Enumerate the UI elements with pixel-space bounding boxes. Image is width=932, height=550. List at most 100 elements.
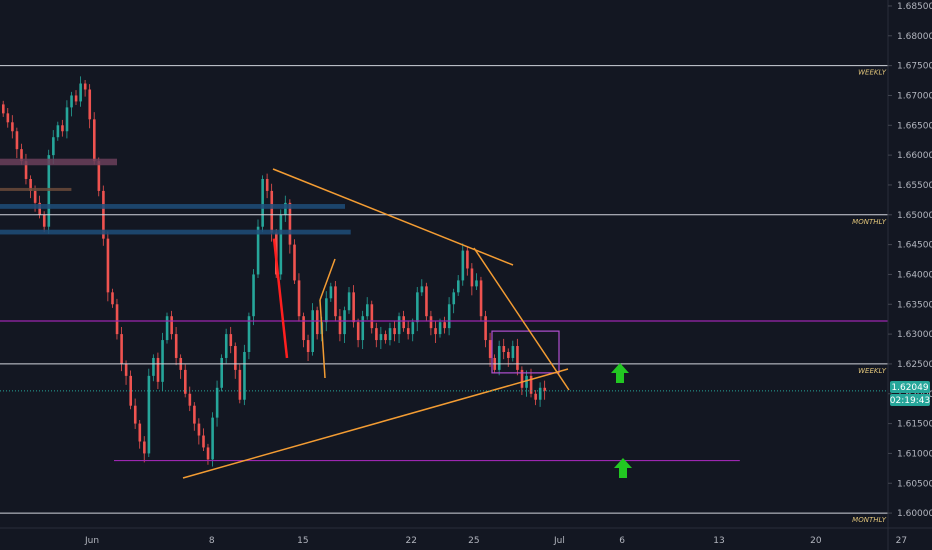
- candle-body: [252, 274, 255, 317]
- trendline: [473, 247, 570, 391]
- candle-body: [83, 83, 87, 90]
- candle-body: [379, 334, 383, 341]
- candle-body: [452, 292, 456, 305]
- level-label: MONTHLY: [852, 218, 887, 226]
- candle-body: [525, 375, 528, 388]
- price-tick-label: 1.66000: [897, 151, 932, 161]
- level-label: WEEKLY: [858, 367, 887, 375]
- trendline: [319, 299, 326, 379]
- drawing-overlays: WEEKLY MONTHLY WEEKLY MONTHLY: [0, 65, 888, 524]
- candle-body: [143, 441, 146, 454]
- price-tick-label: 1.67000: [897, 91, 932, 101]
- level-label: WEEKLY: [858, 69, 887, 77]
- candle-body: [334, 286, 337, 317]
- candle-body: [42, 214, 46, 227]
- candle-body: [52, 137, 55, 156]
- price-tick-label: 1.67500: [897, 62, 932, 72]
- candle-body: [70, 95, 73, 108]
- candle-body: [147, 375, 151, 454]
- candle-body: [475, 280, 478, 287]
- candle-body: [311, 310, 314, 352]
- candle-body: [375, 328, 378, 341]
- candle-body: [206, 447, 210, 460]
- candle-body: [106, 238, 110, 293]
- candle-body: [56, 125, 60, 138]
- candle-body: [170, 316, 173, 335]
- candle-body: [529, 375, 533, 394]
- candle-body: [229, 334, 233, 347]
- arrow-up-icon: [611, 363, 629, 383]
- time-tick-label: 27: [896, 536, 907, 546]
- price-axis[interactable]: 1.68500 1.68000 1.67500 1.67000 1.66500 1.660…: [888, 2, 932, 519]
- candle-body: [516, 346, 519, 370]
- candle-body: [193, 405, 196, 424]
- candle-body: [520, 369, 524, 388]
- zone-box: [0, 187, 72, 191]
- price-tick-label: 1.66500: [897, 121, 932, 131]
- candle-body: [156, 357, 160, 382]
- candle-body: [238, 369, 242, 400]
- candle-body: [388, 328, 392, 341]
- countdown-label: 02:19:43: [890, 396, 930, 406]
- candle-body: [234, 346, 237, 370]
- candle-body: [361, 316, 365, 341]
- candle-body: [425, 286, 428, 317]
- candle-body: [24, 161, 28, 179]
- candle-body: [165, 316, 169, 341]
- candle-body: [338, 316, 342, 335]
- candle-body: [315, 310, 319, 335]
- candle-body: [438, 322, 442, 335]
- candle-body: [2, 104, 5, 114]
- candle-body: [79, 83, 82, 102]
- price-tick-label: 1.64000: [897, 270, 932, 280]
- current-price-tag: [890, 381, 930, 393]
- candle-body: [211, 417, 214, 460]
- candle-body: [461, 250, 465, 281]
- consolidation-box: [491, 330, 560, 374]
- candle-body: [470, 268, 474, 287]
- candle-body: [111, 292, 114, 305]
- candle-body: [197, 423, 201, 436]
- price-tick-label: 1.64500: [897, 241, 932, 251]
- candle-body: [270, 190, 274, 233]
- candle-body: [247, 316, 251, 352]
- candle-body: [497, 346, 501, 370]
- candle-body: [15, 131, 19, 150]
- candle-body: [33, 190, 37, 203]
- candle-body: [488, 340, 492, 358]
- price-tick-label: 1.60000: [897, 509, 932, 519]
- level-label: MONTHLY: [852, 516, 887, 524]
- candle-body: [220, 357, 223, 388]
- time-axis[interactable]: Jun 8 15 22 25 Jul 6 13 20 27: [84, 536, 907, 546]
- candle-body: [347, 292, 351, 311]
- candle-body: [115, 304, 119, 335]
- candle-body: [261, 178, 264, 227]
- candle-body: [88, 89, 92, 120]
- price-tick-label: 1.65000: [897, 211, 932, 221]
- time-tick-label: Jul: [553, 536, 565, 546]
- candle-body: [74, 95, 78, 102]
- candle-body: [29, 178, 32, 191]
- candle-body: [279, 214, 283, 275]
- candle-body: [93, 119, 96, 162]
- candle-body: [224, 334, 228, 358]
- candle-body: [534, 393, 537, 400]
- time-tick-label: 13: [713, 536, 724, 546]
- candle-body: [188, 393, 192, 406]
- candle-body: [20, 149, 23, 162]
- candle-body: [356, 322, 360, 341]
- candle-body: [293, 244, 296, 281]
- candle-body: [543, 387, 547, 391]
- candle-body: [265, 178, 269, 191]
- candle-body: [511, 346, 515, 358]
- candle-body: [447, 304, 451, 329]
- candle-body: [538, 387, 542, 400]
- price-tick-label: 1.68500: [897, 2, 932, 12]
- candle-body: [129, 375, 132, 406]
- candle-body: [329, 286, 333, 299]
- price-tags: 1.62049 02:19:43: [890, 381, 930, 406]
- time-tick-label: 22: [405, 536, 416, 546]
- candle-body: [288, 202, 292, 245]
